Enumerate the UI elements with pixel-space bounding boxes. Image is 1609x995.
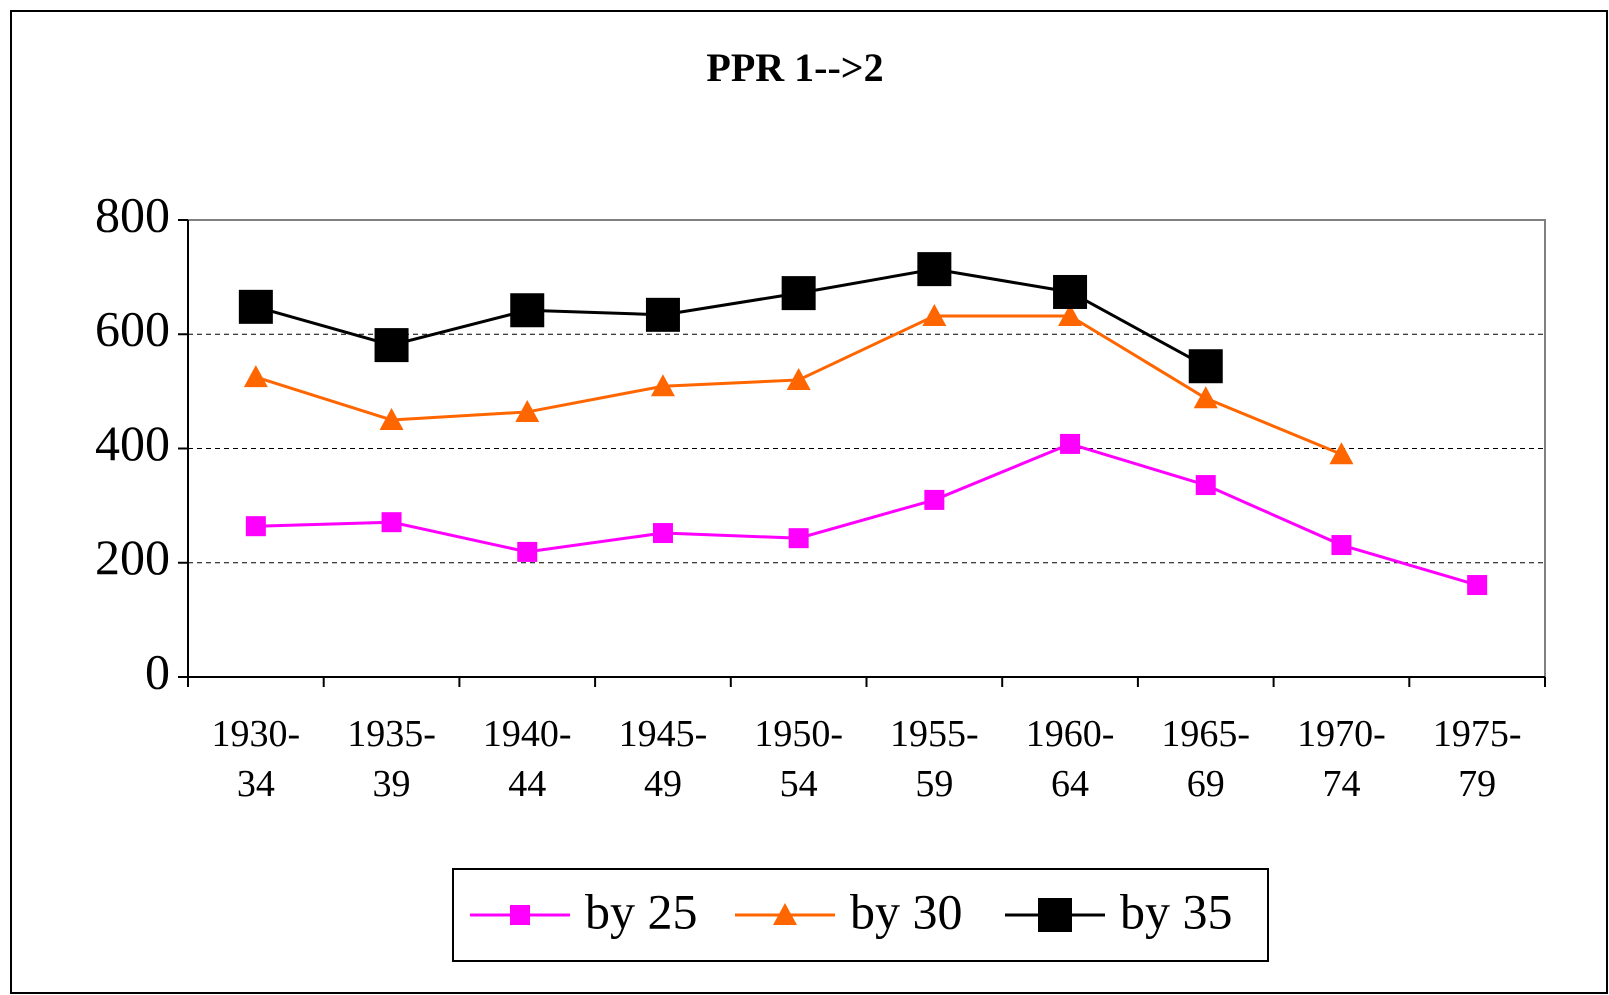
data-point	[652, 523, 673, 544]
data-point	[238, 289, 273, 324]
data-point	[245, 516, 266, 537]
x-tick-label: 1940- 44	[482, 713, 572, 805]
legend-label: by 35	[1120, 883, 1233, 939]
data-point	[650, 374, 675, 397]
x-tick-label: 1930- 34	[211, 713, 301, 805]
data-point	[917, 252, 952, 287]
legend-marker	[510, 905, 530, 925]
data-point	[374, 328, 409, 363]
y-tick-label: 800	[95, 186, 170, 242]
data-point	[243, 365, 268, 388]
x-tick-label: 1975- 79	[1432, 713, 1522, 805]
y-tick-label: 0	[145, 643, 170, 699]
data-point	[645, 297, 680, 332]
data-point	[922, 303, 947, 326]
data-point	[781, 276, 816, 311]
x-tick-label: 1950- 54	[754, 713, 843, 805]
legend-marker	[773, 903, 797, 925]
x-tick-label: 1965- 69	[1161, 713, 1251, 805]
legend-box	[452, 868, 1269, 962]
chart-title: PPR 1-->2	[706, 45, 883, 90]
data-point	[924, 489, 945, 510]
legend-label: by 25	[585, 883, 698, 939]
data-point	[1331, 535, 1352, 556]
legend-marker	[1038, 898, 1072, 932]
data-point	[515, 399, 540, 422]
data-point	[1329, 442, 1354, 465]
data-point	[517, 541, 538, 562]
x-tick-label: 1945- 49	[618, 713, 708, 805]
data-point	[1060, 433, 1081, 454]
data-point	[381, 512, 402, 533]
data-point	[1188, 349, 1223, 384]
legend-label: by 30	[850, 883, 963, 939]
y-tick-label: 600	[95, 301, 170, 357]
data-point	[1058, 303, 1083, 326]
data-point	[1467, 575, 1488, 596]
x-tick-label: 1935- 39	[347, 713, 436, 805]
data-point	[379, 407, 404, 430]
series-line	[255, 442, 1478, 587]
data-point	[786, 367, 811, 390]
data-point	[788, 528, 809, 549]
series-line	[255, 267, 1207, 368]
y-tick-label: 200	[95, 529, 170, 585]
x-tick-label: 1970- 74	[1297, 713, 1386, 805]
data-point	[1193, 386, 1218, 409]
x-tick-label: 1955- 59	[890, 713, 979, 805]
data-point	[1053, 274, 1088, 309]
data-point	[510, 293, 545, 328]
y-tick-label: 400	[95, 415, 170, 471]
data-point	[1195, 475, 1216, 496]
x-tick-label: 1960- 64	[1025, 713, 1115, 805]
